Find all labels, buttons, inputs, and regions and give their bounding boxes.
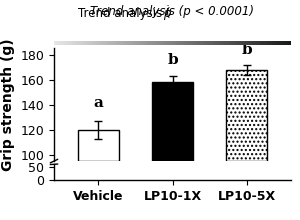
Bar [152, 82, 193, 161]
Bar [78, 130, 119, 161]
Text: p: p [164, 7, 171, 20]
Y-axis label: Grip strength (g): Grip strength (g) [1, 38, 15, 171]
Text: b: b [167, 53, 178, 67]
Text: a: a [94, 96, 103, 110]
Text: b: b [241, 43, 252, 57]
Text: Trend analysis (: Trend analysis ( [78, 7, 171, 20]
Text: Trend analysis (​p​ < 0.0001): Trend analysis (​p​ < 0.0001) [91, 6, 254, 18]
Bar [226, 70, 267, 161]
